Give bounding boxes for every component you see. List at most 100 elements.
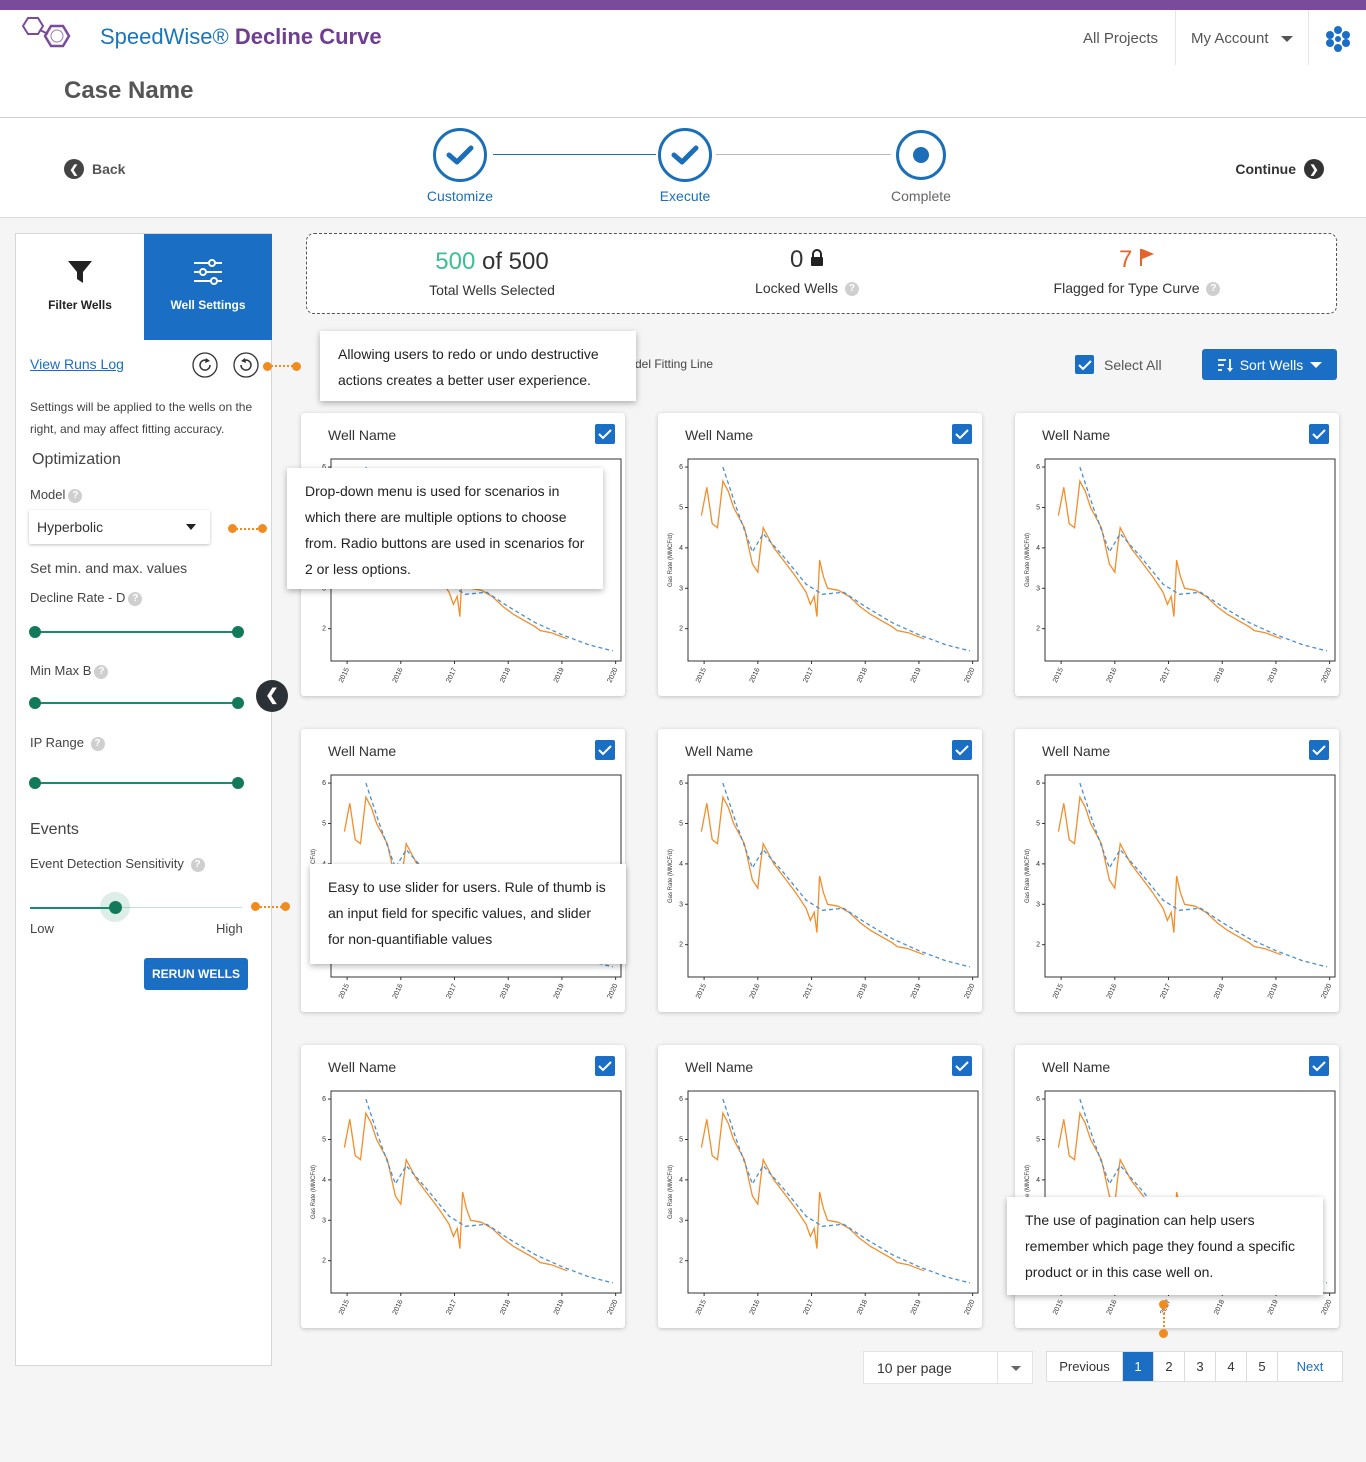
decline-rate-range-slider[interactable] (29, 626, 244, 638)
well-checkbox[interactable] (1309, 1056, 1329, 1076)
my-account-menu[interactable]: My Account (1191, 30, 1293, 47)
well-checkbox[interactable] (595, 424, 615, 444)
next-page-button[interactable]: Next (1296, 1359, 1324, 1374)
view-runs-log-link[interactable]: View Runs Log (30, 356, 124, 372)
y-tick-label: 6 (1036, 464, 1040, 471)
y-axis-label: Gas Rate (MMCF/d) (311, 1165, 317, 1219)
well-card[interactable]: Well Name 2 3 4 5 6 2015 2016 2017 2018 2019 2020 Ga… (658, 1045, 982, 1328)
well-checkbox[interactable] (952, 1056, 972, 1076)
decline-curve-chart: 2 3 4 5 6 2015 2016 2017 2018 2019 2020 Gas Rate (M… (668, 774, 979, 1000)
page-4-button[interactable]: 4 (1216, 1352, 1247, 1381)
y-tick-label: 6 (1036, 780, 1040, 787)
y-tick-label: 2 (1036, 942, 1040, 949)
production-rate-line (700, 1111, 925, 1272)
well-name: Well Name (1042, 743, 1111, 759)
model-select[interactable]: Hyperbolic (29, 510, 210, 544)
flagged-count: 7 (1118, 246, 1133, 273)
y-tick-label: 5 (679, 1136, 683, 1143)
step-customize[interactable]: Customize (400, 128, 520, 204)
annotation-connector (256, 906, 286, 908)
x-tick-label: 2017 (1159, 983, 1172, 1000)
ip-range-slider[interactable] (29, 777, 244, 789)
x-tick-label: 2017 (445, 667, 458, 684)
tab-filter-wells[interactable]: Filter Wells (16, 234, 144, 340)
help-icon[interactable]: ? (128, 591, 143, 606)
well-checkbox[interactable] (595, 740, 615, 760)
x-tick-label: 2019 (1267, 1299, 1280, 1316)
well-checkbox[interactable] (595, 1056, 615, 1076)
help-icon[interactable]: ? (94, 664, 109, 679)
x-tick-label: 2015 (1052, 983, 1065, 1000)
caret-down-icon (1011, 1366, 1021, 1371)
well-card[interactable]: Well Name 2 3 4 5 6 2015 2016 2017 2018 2019 2020 Ga… (1015, 413, 1339, 696)
fitted-curve-line (722, 1098, 971, 1284)
back-button[interactable]: ❮ Back (64, 159, 125, 179)
continue-button[interactable]: Continue ❯ (1235, 159, 1324, 179)
page-5-button[interactable]: 5 (1247, 1352, 1278, 1381)
pagination: Previous 1 2 3 4 5 Next (1046, 1351, 1343, 1382)
help-icon[interactable]: ? (844, 282, 859, 297)
help-icon[interactable]: ? (190, 857, 205, 872)
well-checkbox[interactable] (1309, 424, 1329, 444)
well-name: Well Name (328, 1059, 397, 1075)
y-tick-label: 6 (679, 1096, 683, 1103)
annotation-undo-redo: Allowing users to redo or undo destructi… (320, 331, 636, 401)
y-tick-label: 6 (322, 464, 326, 471)
range-min-thumb[interactable] (29, 626, 41, 638)
apps-icon[interactable] (1324, 25, 1352, 53)
undo-icon[interactable] (233, 352, 259, 378)
annotation-dot (258, 524, 267, 533)
events-heading: Events (30, 821, 79, 838)
collapse-sidebar-button[interactable]: ❮ (256, 680, 288, 712)
x-tick-label: 2017 (445, 983, 458, 1000)
annotation-dot (263, 362, 272, 371)
range-max-thumb[interactable] (232, 777, 244, 789)
sort-wells-button[interactable]: Sort Wells (1202, 349, 1337, 380)
decline-curve-chart: 2 3 4 5 6 2015 2016 2017 2018 2019 2020 Gas Rate (M… (1025, 774, 1336, 1000)
well-checkbox[interactable] (952, 740, 972, 760)
step-complete[interactable]: Complete (861, 128, 981, 204)
y-tick-label: 3 (1036, 901, 1040, 908)
y-tick-label: 4 (679, 545, 683, 552)
well-card[interactable]: Well Name 2 3 4 5 6 2015 2016 2017 2018 2019 2020 Ga… (1015, 729, 1339, 1012)
help-icon[interactable]: ? (68, 488, 83, 503)
well-card[interactable]: Well Name 2 3 4 5 6 2015 2016 2017 2018 2019 2020 Ga… (301, 1045, 625, 1328)
y-tick-label: 2 (679, 626, 683, 633)
model-fitting-line-toggle[interactable]: del Fitting Line (635, 357, 714, 371)
page-3-button[interactable]: 3 (1185, 1352, 1216, 1381)
well-card[interactable]: Well Name 2 3 4 5 6 2015 2016 2017 2018 2019 2020 Ga… (658, 729, 982, 1012)
sensitivity-thumb[interactable] (109, 901, 122, 914)
page-1-button[interactable]: 1 (1123, 1352, 1154, 1381)
min-max-b-range-slider[interactable] (29, 697, 244, 709)
well-checkbox[interactable] (952, 424, 972, 444)
previous-page-button[interactable]: Previous (1047, 1352, 1123, 1381)
y-tick-label: 4 (1036, 1177, 1040, 1184)
range-max-thumb[interactable] (232, 626, 244, 638)
locked-wells-label: Locked Wells (755, 280, 839, 296)
range-min-thumb[interactable] (29, 777, 41, 789)
well-checkbox[interactable] (1309, 740, 1329, 760)
per-page-select[interactable]: 10 per page (863, 1351, 1033, 1384)
range-min-thumb[interactable] (29, 697, 41, 709)
range-max-thumb[interactable] (232, 697, 244, 709)
production-rate-line (1057, 795, 1282, 956)
flagged-wells-stat: 7 Flagged for Type Curve ? (1037, 246, 1237, 297)
flag-icon (1140, 249, 1155, 266)
select-all-checkbox[interactable]: Select All (1075, 355, 1162, 374)
help-icon[interactable]: ? (1206, 282, 1221, 297)
sensitivity-slider[interactable] (30, 892, 242, 922)
well-card[interactable]: Well Name 2 3 4 5 6 2015 2016 2017 2018 2019 2020 Ga… (658, 413, 982, 696)
x-tick-label: 2020 (607, 667, 620, 684)
tab-well-settings[interactable]: Well Settings (144, 234, 272, 340)
flagged-label: Flagged for Type Curve (1053, 280, 1200, 296)
redo-icon[interactable] (192, 352, 218, 378)
all-projects-link[interactable]: All Projects (1083, 30, 1159, 47)
help-icon[interactable]: ? (90, 736, 105, 751)
page-2-button[interactable]: 2 (1154, 1352, 1185, 1381)
step-execute[interactable]: Execute (625, 128, 745, 204)
locked-count: 0 (789, 246, 804, 273)
rerun-wells-button[interactable]: RERUN WELLS (144, 958, 248, 990)
sort-icon (1217, 358, 1233, 372)
annotation-dropdown: Drop-down menu is used for scenarios in … (287, 468, 603, 589)
x-tick-label: 2017 (1159, 667, 1172, 684)
